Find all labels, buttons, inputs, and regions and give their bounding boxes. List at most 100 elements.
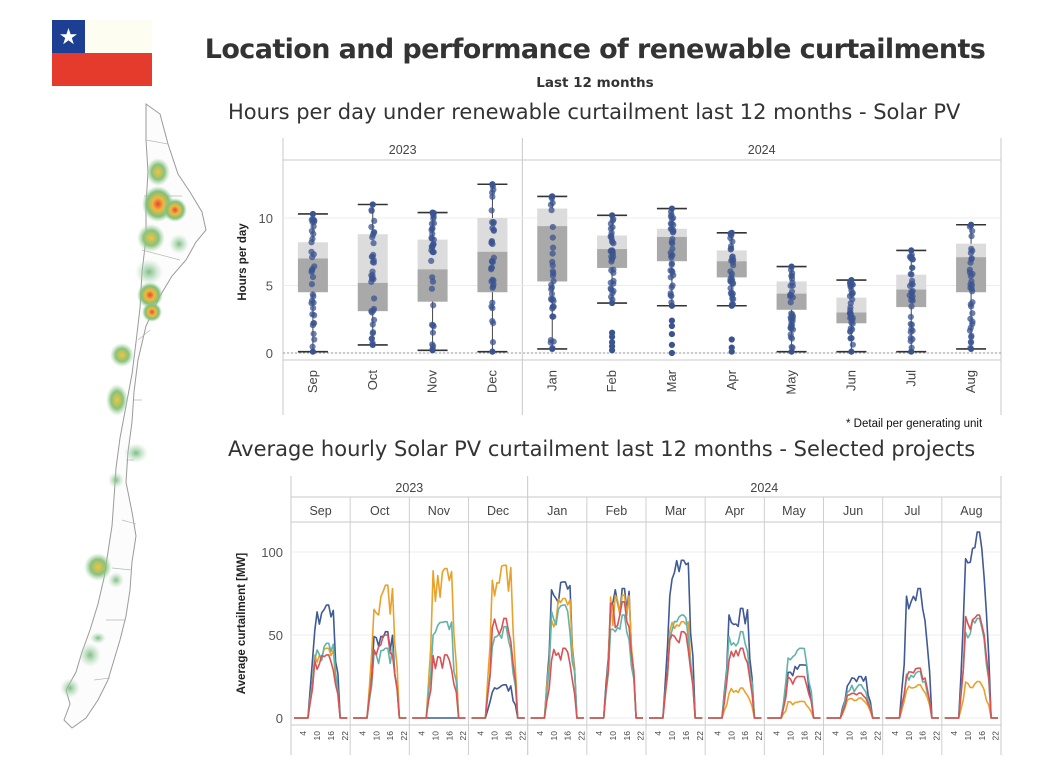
unit-dot bbox=[788, 272, 795, 279]
unit-dot bbox=[969, 320, 976, 328]
unit-dot bbox=[728, 302, 735, 309]
unit-dot bbox=[909, 336, 916, 343]
unit-dot bbox=[309, 273, 317, 281]
unit-dot bbox=[908, 348, 915, 355]
month-label: Oct bbox=[370, 504, 390, 518]
hour-tick-label: 16 bbox=[681, 731, 691, 741]
unit-dot bbox=[490, 226, 497, 234]
unit-dot bbox=[488, 207, 495, 214]
unit-dot bbox=[608, 229, 615, 236]
unit-dot bbox=[787, 299, 794, 306]
unit-dot bbox=[847, 327, 854, 335]
unit-dot bbox=[549, 313, 556, 320]
unit-dot bbox=[667, 267, 674, 274]
unit-dot bbox=[548, 207, 555, 214]
hour-tick-label: 22 bbox=[754, 731, 764, 741]
month-label: Nov bbox=[425, 370, 440, 394]
unit-dot bbox=[849, 341, 856, 348]
unit-dot bbox=[668, 302, 676, 309]
unit-dot bbox=[490, 277, 497, 284]
month-label: Aug bbox=[963, 370, 978, 393]
hour-tick-label: 4 bbox=[476, 731, 486, 736]
unit-dot bbox=[907, 313, 914, 321]
unit-dot bbox=[311, 336, 318, 343]
year-label: 2023 bbox=[389, 143, 417, 157]
unit-dot bbox=[549, 193, 556, 200]
hour-tick-label: 10 bbox=[430, 731, 440, 741]
unit-dot bbox=[909, 264, 916, 271]
month-label: Feb bbox=[606, 504, 628, 518]
year-label: 2024 bbox=[748, 143, 776, 157]
chile-heatmap bbox=[60, 103, 207, 729]
unit-dot bbox=[368, 335, 375, 342]
unit-dot bbox=[370, 240, 377, 247]
unit-dot bbox=[369, 329, 377, 336]
outlier-dot bbox=[608, 329, 616, 336]
hour-tick-label: 16 bbox=[799, 731, 809, 741]
hour-tick-label: 16 bbox=[740, 731, 750, 741]
unit-dot bbox=[430, 302, 437, 309]
unit-dot bbox=[609, 248, 616, 255]
month-label: Mar bbox=[664, 369, 679, 392]
hour-tick-label: 4 bbox=[594, 731, 604, 736]
unit-dot bbox=[310, 304, 317, 312]
hour-tick-label: 10 bbox=[549, 731, 559, 741]
unit-dot bbox=[490, 219, 497, 226]
unit-dot bbox=[667, 290, 674, 297]
outlier-dot bbox=[668, 331, 676, 338]
unit-dot bbox=[370, 316, 378, 324]
month-label: Jun bbox=[843, 504, 863, 518]
hour-tick-label: 10 bbox=[312, 731, 322, 741]
linechart: 2023 2024 0 50 100 Average curtailment [MW] Se… bbox=[236, 476, 1002, 755]
unit-dot bbox=[669, 245, 676, 252]
hour-tick-label: 10 bbox=[904, 731, 914, 741]
y-tick-label: 50 bbox=[269, 628, 283, 643]
unit-dot bbox=[309, 343, 316, 350]
unit-dot bbox=[847, 335, 854, 342]
series-line-red bbox=[412, 654, 466, 719]
series-line-blue bbox=[885, 587, 939, 719]
month-label: Sep bbox=[309, 504, 331, 518]
series-line-red bbox=[471, 617, 525, 719]
unit-dot bbox=[908, 321, 915, 328]
series-line-red bbox=[649, 630, 703, 719]
boxplot-title: Hours per day under renewable curtailmen… bbox=[228, 100, 961, 124]
footnote: * Detail per generating unit bbox=[846, 418, 983, 430]
y-tick-label: 0 bbox=[276, 711, 283, 726]
hour-tick-label: 4 bbox=[298, 731, 308, 736]
box-lower bbox=[417, 269, 448, 302]
unit-dot bbox=[489, 339, 497, 346]
month-label: Jan bbox=[547, 504, 567, 518]
unit-dot bbox=[308, 281, 316, 288]
year-label: 2024 bbox=[750, 481, 778, 495]
hour-tick-label: 22 bbox=[517, 731, 527, 741]
unit-dot bbox=[909, 293, 916, 300]
unit-dot bbox=[368, 308, 375, 315]
unit-dot bbox=[548, 286, 555, 293]
outlier-dot bbox=[608, 339, 616, 346]
unit-dot bbox=[908, 280, 915, 287]
hour-tick-label: 10 bbox=[608, 731, 618, 741]
hour-tick-label: 22 bbox=[636, 731, 646, 741]
series-line-red bbox=[294, 654, 348, 719]
unit-dot bbox=[669, 235, 676, 243]
series-line-red bbox=[767, 675, 821, 719]
unit-dot bbox=[908, 271, 915, 278]
unit-dot bbox=[909, 287, 916, 295]
series-line-red bbox=[944, 614, 998, 719]
month-label: Dec bbox=[487, 504, 509, 518]
unit-dot bbox=[429, 278, 437, 285]
unit-dot bbox=[429, 347, 436, 354]
unit-dot bbox=[670, 272, 677, 279]
hour-tick-label: 16 bbox=[563, 731, 573, 741]
hour-tick-label: 4 bbox=[949, 731, 959, 736]
unit-dot bbox=[549, 303, 556, 310]
unit-dot bbox=[969, 299, 976, 306]
unit-dot bbox=[787, 282, 794, 289]
hour-tick-label: 22 bbox=[695, 731, 705, 741]
unit-dot bbox=[728, 273, 735, 281]
hour-tick-label: 16 bbox=[444, 731, 454, 741]
hour-tick-label: 22 bbox=[932, 731, 942, 741]
unit-dot bbox=[310, 330, 317, 337]
unit-dot bbox=[607, 279, 614, 286]
